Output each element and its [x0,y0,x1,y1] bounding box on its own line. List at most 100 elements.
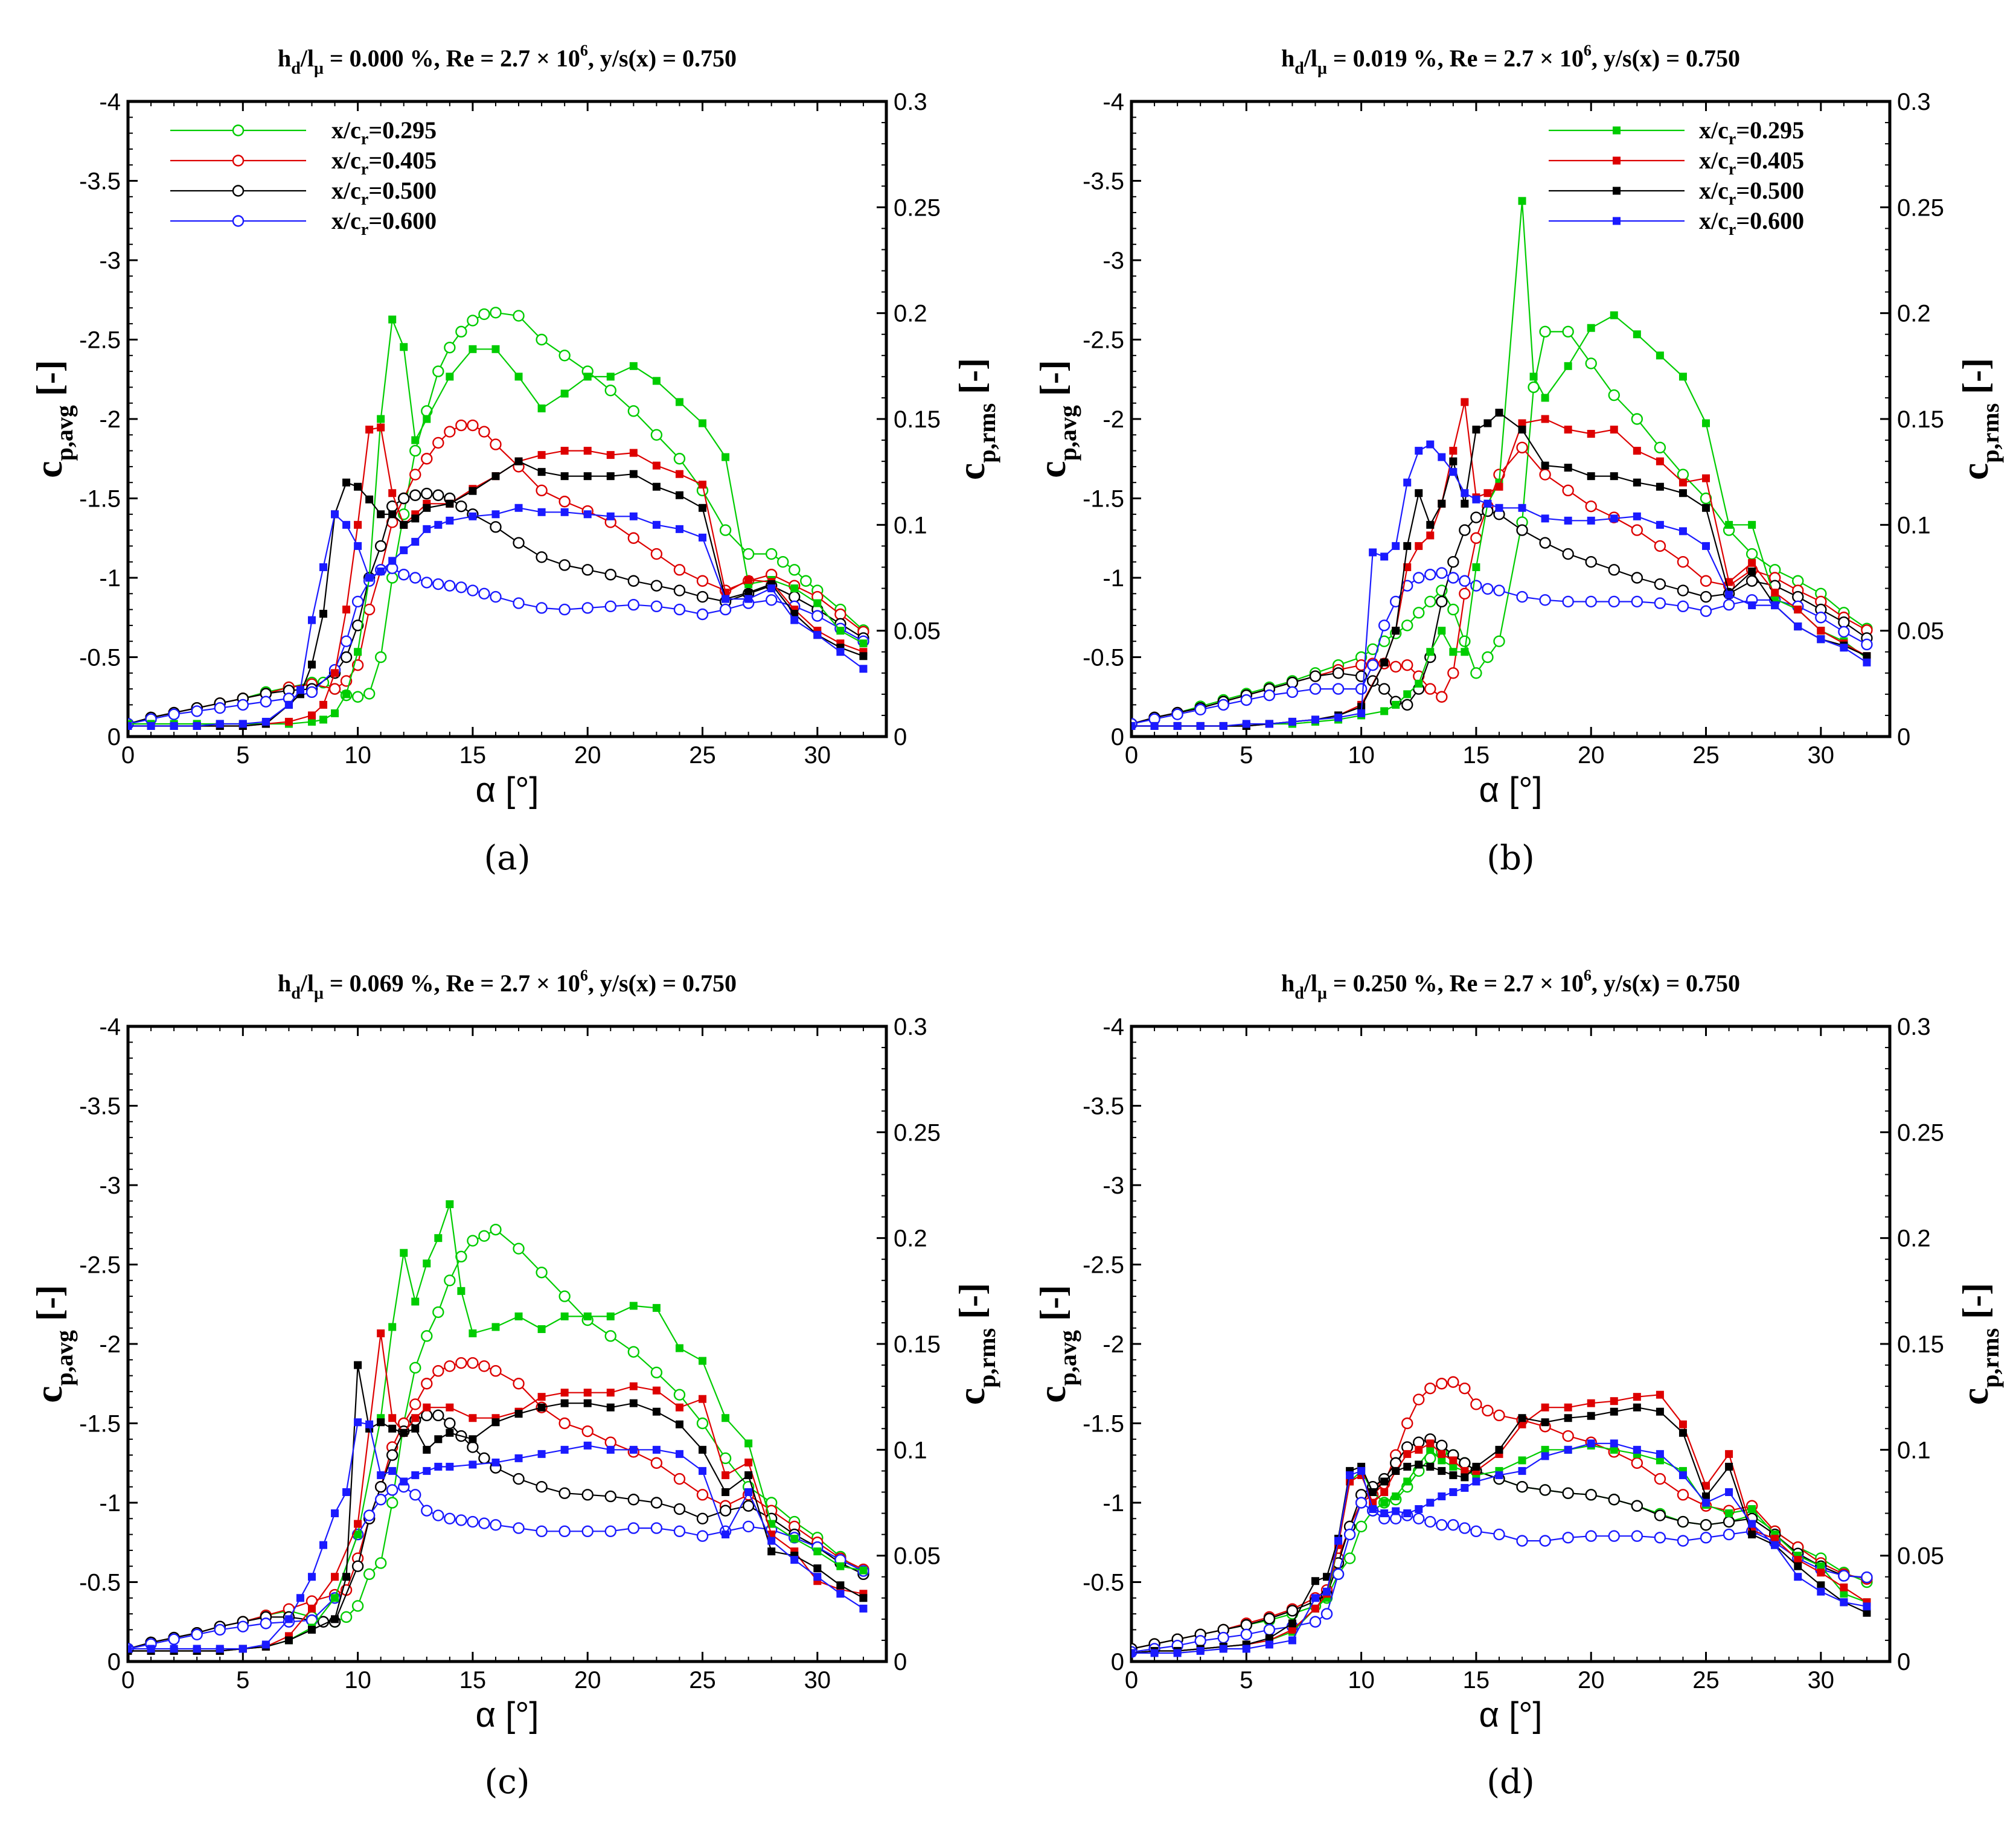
title-subscript: d [291,984,301,1003]
data-point-square [652,1407,661,1416]
data-point-square [1656,1390,1664,1399]
x-tick-label: 15 [459,1667,487,1693]
data-point-square [1518,419,1526,427]
data-point-square [744,1488,753,1496]
y-left-tick-label: 0 [107,724,121,750]
data-point-circle [328,683,341,695]
title-superscript: 6 [1584,42,1592,59]
panel-caption: (b) [1486,839,1535,878]
data-point-square [560,508,569,516]
legend-label-part: x/c [1699,117,1729,144]
data-point-square [1242,720,1250,728]
data-point-square [1725,590,1733,599]
data-point-square [307,1573,316,1581]
data-point-square [491,1418,500,1427]
y-left-tick-label: -1.5 [1083,486,1124,513]
data-point-square [261,1640,270,1649]
data-point-circle [432,578,444,590]
chart-title: hd/lμ = 0.250 %, Re = 2.7 × 106, y/s(x) … [1281,967,1740,1003]
data-point-circle [696,575,709,587]
data-point-circle [409,489,421,501]
data-point-square [446,1200,454,1209]
data-point-circle [237,699,249,711]
data-point-circle [1654,1473,1666,1485]
data-point-square [388,557,397,565]
data-point-square [652,482,661,491]
series-cp-avg-3 [1131,567,1873,730]
data-point-circle [513,1473,525,1485]
data-point-circle [1700,1532,1712,1544]
data-point-circle [1677,1535,1689,1547]
data-point-square [1518,197,1526,205]
data-point-circle [191,1628,203,1640]
legend-label-part: x/c [1699,207,1729,234]
title-part: , y/s(x) = 0.750 [1592,970,1740,997]
data-point-square [147,721,155,730]
data-point-square [1748,1530,1756,1539]
data-point-square [560,1389,569,1397]
y-right-axis-label: cp,rms [-] [950,358,1000,480]
data-point-square [1380,1509,1389,1518]
data-point-circle [490,521,502,533]
data-point-square [354,1520,362,1528]
data-point-square [319,1541,328,1549]
data-point-circle [1516,590,1528,603]
data-point-square [1392,627,1400,635]
data-point-square [284,1615,293,1623]
data-point-circle [1539,1484,1551,1496]
legend-label-part: x/c [1699,177,1729,204]
data-point-circle [765,548,778,560]
ylabel-subscript: p,avg [51,1330,78,1386]
y-left-tick-label: -2 [99,406,121,433]
data-point-circle [191,705,203,717]
series-line [1131,1445,1867,1654]
data-point-circle [363,1509,376,1521]
data-point-circle [1263,689,1276,702]
y-right-tick-label: 0.2 [1897,1226,1931,1252]
data-point-circle [1700,590,1712,603]
data-point-square [388,315,397,324]
ylabel-unit: [-] [1033,1285,1073,1330]
data-point-square [1541,1452,1549,1460]
data-point-circle [673,1525,686,1538]
data-point-circle [1631,595,1643,608]
data-point-circle [478,1360,490,1372]
data-point-circle [650,1366,663,1379]
data-point-circle [1700,1519,1712,1531]
data-point-circle [374,1480,387,1493]
data-point-square [1725,1450,1733,1458]
data-point-square [1265,720,1273,728]
title-subscript: μ [1317,59,1327,78]
data-point-circle [351,691,364,703]
ylabel-unit: [-] [1956,358,1995,403]
data-point-square [1678,527,1687,536]
data-point-square [675,1450,683,1458]
x-axis-label: α [°] [475,1695,539,1735]
data-point-circle [1631,413,1643,425]
data-point-square [699,419,707,427]
legend-marker [232,155,245,167]
data-point-circle [1562,484,1574,497]
data-point-square [1461,1473,1469,1482]
data-point-square [1633,512,1641,520]
data-point-circle [1459,635,1471,647]
series-cp-rms-4 [1131,197,1871,730]
data-point-circle [432,1365,444,1377]
data-point-circle [627,532,640,544]
x-tick-label: 20 [1578,1667,1605,1693]
data-point-square [1587,1399,1595,1407]
y-right-tick-label: 0.25 [1897,1119,1944,1146]
data-point-square [1392,1507,1400,1515]
data-point-circle [834,608,846,621]
data-point-square [514,1410,523,1418]
data-point-square [767,1537,776,1545]
data-point-square [400,1249,408,1257]
data-point-circle [1562,548,1574,560]
data-point-square [1702,542,1710,550]
x-tick-label: 30 [804,742,831,769]
data-point-circle [513,537,525,549]
ylabel-main: c [950,1388,993,1405]
data-point-circle [536,1480,548,1493]
data-point-square [331,510,339,519]
